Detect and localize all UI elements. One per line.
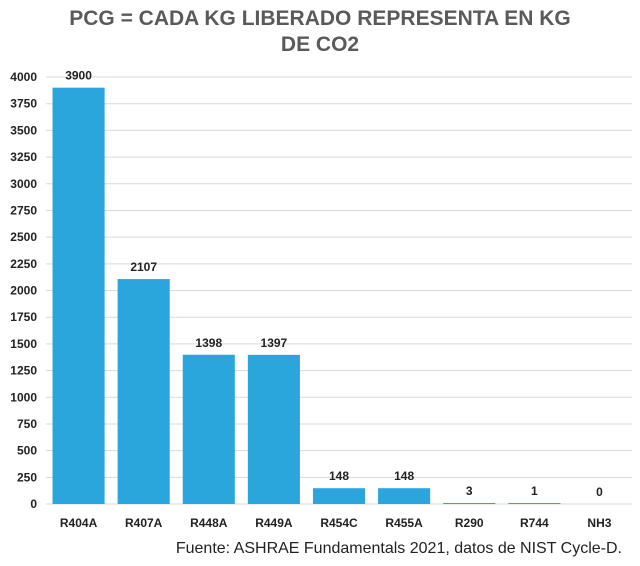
x-category-label: R744 [520, 516, 549, 530]
data-labels: 3900 2107 1398 1397 148 148 3 1 0 [65, 69, 603, 499]
data-label-r455a: 148 [394, 469, 414, 483]
x-category-label: NH3 [587, 516, 611, 530]
x-category-label: R407A [125, 516, 163, 530]
bar-r455a [378, 488, 431, 504]
data-label-r407a: 2107 [130, 260, 157, 274]
y-tick-label: 2000 [10, 284, 37, 298]
y-tick-label: 3250 [10, 150, 37, 164]
y-tick-label: 0 [30, 497, 37, 511]
gridlines [46, 76, 632, 505]
y-tick-label: 250 [17, 470, 37, 484]
y-tick-label: 2250 [10, 257, 37, 271]
bars [52, 87, 561, 505]
x-category-label: R449A [255, 516, 293, 530]
chart-title-line-2: DE CO2 [280, 33, 360, 56]
x-category-label: R454C [320, 516, 358, 530]
bar-r454c [312, 488, 366, 504]
x-category-label: R290 [455, 516, 484, 530]
x-category-label: R455A [385, 516, 423, 530]
data-label-r454c: 148 [329, 469, 349, 483]
y-tick-label: 1750 [10, 310, 37, 324]
source-note: Fuente: ASHRAE Fundamentals 2021, datos … [175, 540, 622, 557]
y-tick-label: 750 [17, 417, 37, 431]
bar-r449a [247, 354, 300, 504]
y-tick-label: 1500 [10, 337, 37, 351]
x-axis-categories: R404A R407A R448A R449A R454C R455A R290 R744 NH… [60, 516, 612, 530]
data-label-nh3: 0 [596, 485, 603, 499]
y-tick-label: 1000 [10, 390, 37, 404]
bar-r407a [117, 279, 170, 504]
y-tick-label: 2750 [10, 203, 37, 217]
chart-title-line-1: PCG = CADA KG LIBERADO REPRESENTA EN KG [69, 7, 571, 30]
bar-r448a [182, 354, 235, 504]
data-label-r290: 3 [466, 484, 473, 498]
data-label-r449a: 1397 [261, 336, 288, 350]
x-category-label: R404A [60, 516, 98, 530]
y-tick-label: 500 [17, 444, 37, 458]
y-axis-ticks: 0 250 500 750 1000 1250 1500 1750 2000 2250 2500 27… [10, 70, 37, 511]
bar-r404a [52, 87, 105, 505]
y-tick-label: 3500 [10, 123, 37, 137]
bar-r744 [508, 503, 561, 504]
bar-r290 [443, 503, 496, 504]
y-tick-label: 1250 [10, 364, 37, 378]
chart-title: PCG = CADA KG LIBERADO REPRESENTA EN KG … [0, 6, 640, 58]
data-label-r744: 1 [531, 484, 538, 498]
x-category-label: R448A [190, 516, 228, 530]
data-label-r448a: 1398 [195, 336, 222, 350]
data-label-r404a: 3900 [65, 69, 92, 83]
y-tick-label: 4000 [10, 70, 37, 84]
y-tick-label: 3000 [10, 177, 37, 191]
y-tick-label: 3750 [10, 97, 37, 111]
y-tick-label: 2500 [10, 230, 37, 244]
